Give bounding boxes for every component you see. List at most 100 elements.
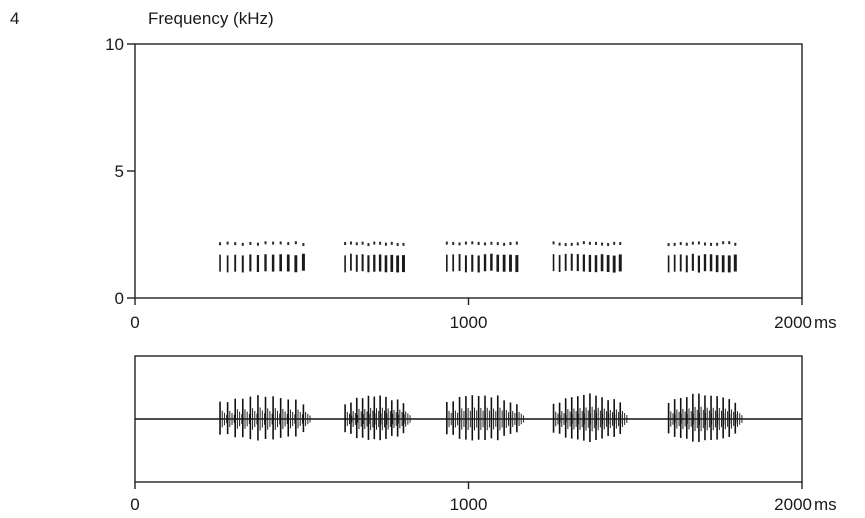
waveform-x-tick-label: 0 <box>130 495 139 514</box>
spectrogram-harmonic <box>373 241 376 245</box>
spectrogram-harmonic <box>367 243 370 247</box>
spectrogram-pulse <box>697 255 701 273</box>
spectrogram-pulse <box>582 254 585 272</box>
spectrogram-harmonic <box>509 241 512 245</box>
spectrogram-pulse-train <box>445 241 519 273</box>
spectrogram-harmonic <box>484 242 487 246</box>
spectrogram-pulse <box>679 254 682 272</box>
spectrogram-pulse <box>219 254 221 272</box>
spectrogram-harmonic <box>710 242 713 246</box>
spectrogram-harmonic <box>344 242 347 246</box>
spectrogram-x-tick-label: 1000 <box>450 313 488 332</box>
spectrogram-pulse <box>464 255 467 273</box>
spectrogram-harmonic <box>471 241 474 245</box>
spectrogram-pulse <box>496 254 500 272</box>
spectrogram-pulse-train <box>219 241 305 273</box>
spectrogram-y-tick-label: 10 <box>105 35 124 54</box>
spectrogram-harmonic <box>582 241 585 245</box>
spectrogram-pulse <box>279 254 282 272</box>
waveform-x-ticks: 0 1000 2000 ms <box>130 482 837 514</box>
waveform-panel: 0 1000 2000 ms <box>130 355 837 514</box>
spectrogram-harmonic <box>570 242 573 246</box>
spectrogram-pulse-train <box>667 241 737 273</box>
waveform-pulse-trains <box>219 393 743 442</box>
spectrogram-harmonic <box>722 241 725 245</box>
spectrogram-pulse <box>256 255 260 273</box>
spectrogram-harmonic <box>294 241 297 245</box>
spectrogram-harmonic <box>564 243 567 247</box>
waveform-pulse-train <box>219 395 311 441</box>
waveform-x-unit: ms <box>814 495 837 514</box>
spectrogram-harmonic <box>552 241 555 245</box>
spectrogram-harmonic <box>607 243 610 247</box>
spectrogram-harmonic <box>272 241 275 245</box>
figure-number: 4 <box>10 9 19 28</box>
spectrogram-y-ticks: 0 5 10 <box>105 35 135 308</box>
spectrogram-pulse <box>600 254 604 272</box>
spectrogram-harmonic <box>503 242 506 246</box>
spectrogram-y-tick-label: 0 <box>115 289 124 308</box>
spectrogram-pulse <box>612 255 616 273</box>
spectrogram-harmonic <box>249 241 252 245</box>
spectrogram-pulse <box>515 255 519 273</box>
spectrogram-pulse <box>502 254 506 272</box>
spectrogram-harmonic <box>490 241 493 245</box>
waveform-pulse-train <box>667 393 743 442</box>
spectrogram-pulse <box>709 254 713 272</box>
spectrogram-x-tick-label: 2000 <box>774 313 812 332</box>
spectrogram-harmonic <box>691 241 694 245</box>
spectrogram-harmonic <box>728 241 731 245</box>
spectrogram-pulse <box>271 254 275 272</box>
spectrogram-pulse <box>588 254 592 272</box>
spectrogram-harmonic <box>613 241 616 245</box>
spectrogram-harmonic <box>464 241 467 245</box>
spectrogram-pulse <box>715 255 719 273</box>
spectrogram-harmonic <box>379 241 382 245</box>
spectrogram-pulse-train <box>344 241 405 273</box>
spectrogram-pulse <box>471 254 474 272</box>
spectrogram-harmonic <box>458 242 461 246</box>
spectrogram-pulse <box>378 254 382 272</box>
spectrogram-pulse <box>361 254 364 272</box>
spectrogram-harmonic <box>349 241 352 245</box>
spectrogram-pulse <box>264 254 267 272</box>
spectrogram-harmonic <box>515 241 518 245</box>
spectrogram-pulse <box>373 254 376 272</box>
spectrogram-pulse <box>673 254 676 272</box>
spectrogram-pulse <box>384 255 388 273</box>
spectrogram-pulse <box>721 255 725 273</box>
spectrogram-harmonic <box>703 242 706 246</box>
spectrogram-pulse <box>703 254 707 272</box>
spectrogram-pulse-train <box>552 241 622 273</box>
waveform-pulse-train <box>344 395 411 441</box>
spectrogram-pulse <box>685 255 688 273</box>
spectrogram-harmonic <box>477 241 480 245</box>
spectrogram-pulse <box>618 254 622 272</box>
spectrogram-pulse <box>558 255 561 273</box>
spectrogram-pulse <box>367 255 370 273</box>
spectrogram-pulse <box>733 254 737 272</box>
waveform-x-tick-label: 2000 <box>774 495 812 514</box>
spectrogram-harmonic <box>234 242 237 246</box>
spectrogram-harmonic <box>279 241 282 245</box>
spectrogram-pulse <box>570 253 573 271</box>
spectrogram-pulse <box>401 255 405 273</box>
spectrogram-harmonic <box>355 242 358 246</box>
spectrogram-harmonic <box>496 242 499 246</box>
spectrogram-pulse <box>301 253 305 271</box>
spectrogram-pulse <box>667 255 670 273</box>
spectrogram-harmonic <box>697 241 700 245</box>
spectrogram-harmonic <box>679 242 682 246</box>
spectrogram-pulse <box>452 254 455 272</box>
spectrogram-harmonic <box>384 242 387 246</box>
spectrogram-pulse <box>350 253 352 271</box>
spectrogram-x-tick-label: 0 <box>130 313 139 332</box>
spectrogram-y-tick-label: 5 <box>115 162 124 181</box>
spectrogram-harmonic <box>619 242 622 246</box>
spectrogram-pulse <box>396 255 400 273</box>
spectrogram-harmonic <box>558 242 561 246</box>
spectrogram-harmonic <box>241 242 244 246</box>
spectrogram-pulse <box>286 254 290 272</box>
spectrogram-pulse <box>234 254 237 272</box>
